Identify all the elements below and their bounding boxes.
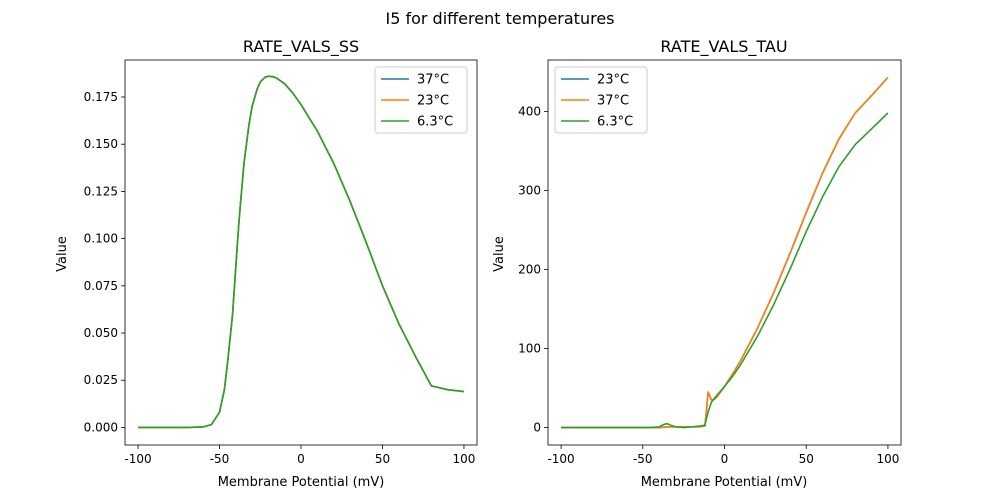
chart-rate-vals-ss: RATE_VALS_SS Membrane Potential (mV) Val… [55, 37, 478, 490]
series-lines [138, 75, 465, 429]
x-tick-label: -50 [633, 452, 653, 466]
legend: 23°C 37°C 6.3°C [554, 66, 648, 134]
y-tick-label: 0.075 [84, 279, 118, 293]
series-lines [561, 76, 889, 429]
x-tick-label: 100 [876, 452, 899, 466]
legend-label: 6.3°C [417, 115, 453, 130]
y-tick-label: 300 [518, 183, 541, 197]
y-tick-label: 0.025 [84, 373, 118, 387]
y-tick-label: 0.050 [84, 326, 118, 340]
chart-title: RATE_VALS_TAU [660, 37, 787, 57]
x-tick-label: -100 [124, 452, 151, 466]
legend-label: 37°C [417, 73, 449, 88]
legend: 37°C 23°C 6.3°C [374, 66, 468, 134]
legend-box [554, 66, 648, 134]
series-line-3 [561, 112, 889, 429]
legend-label: 37°C [597, 94, 629, 109]
legend-label: 6.3°C [597, 115, 633, 130]
y-tick-label: 200 [518, 262, 541, 276]
y-tick-label: 0.125 [84, 184, 118, 198]
legend-box [374, 66, 468, 134]
figure-suptitle: I5 for different temperatures [385, 9, 614, 28]
y-tick-label: 100 [518, 342, 541, 356]
axis-ticks: -100 -50 0 50 100 0.000 0.025 0.050 0.075 0.100 0.… [84, 90, 476, 466]
x-tick-label: 0 [297, 452, 305, 466]
y-tick-label: 0 [533, 421, 541, 435]
x-tick-label: 50 [799, 452, 814, 466]
x-tick-label: 0 [721, 452, 729, 466]
x-tick-label: -50 [210, 452, 230, 466]
x-axis-label: Membrane Potential (mV) [641, 475, 808, 490]
y-tick-label: 0.150 [84, 137, 118, 151]
plot-frame [547, 59, 902, 446]
y-tick-label: 400 [518, 104, 541, 118]
x-tick-label: 100 [453, 452, 476, 466]
chart-rate-vals-tau: RATE_VALS_TAU Membrane Potential (mV) Va… [492, 37, 902, 490]
y-tick-label: 0.100 [84, 232, 118, 246]
plot-frame [124, 59, 478, 446]
y-axis-label: Value [492, 236, 507, 272]
x-tick-label: -100 [547, 452, 574, 466]
x-tick-label: 50 [375, 452, 390, 466]
series-line-3 [138, 75, 465, 429]
legend-label: 23°C [417, 94, 449, 109]
x-axis-label: Membrane Potential (mV) [218, 475, 385, 490]
axis-ticks: -100 -50 0 50 100 0 100 200 300 400 [518, 104, 899, 466]
chart-title: RATE_VALS_SS [243, 37, 359, 57]
y-tick-label: 0.175 [84, 90, 118, 104]
y-tick-label: 0.000 [84, 420, 118, 434]
y-axis-label: Value [55, 236, 70, 272]
legend-label: 23°C [597, 73, 629, 88]
